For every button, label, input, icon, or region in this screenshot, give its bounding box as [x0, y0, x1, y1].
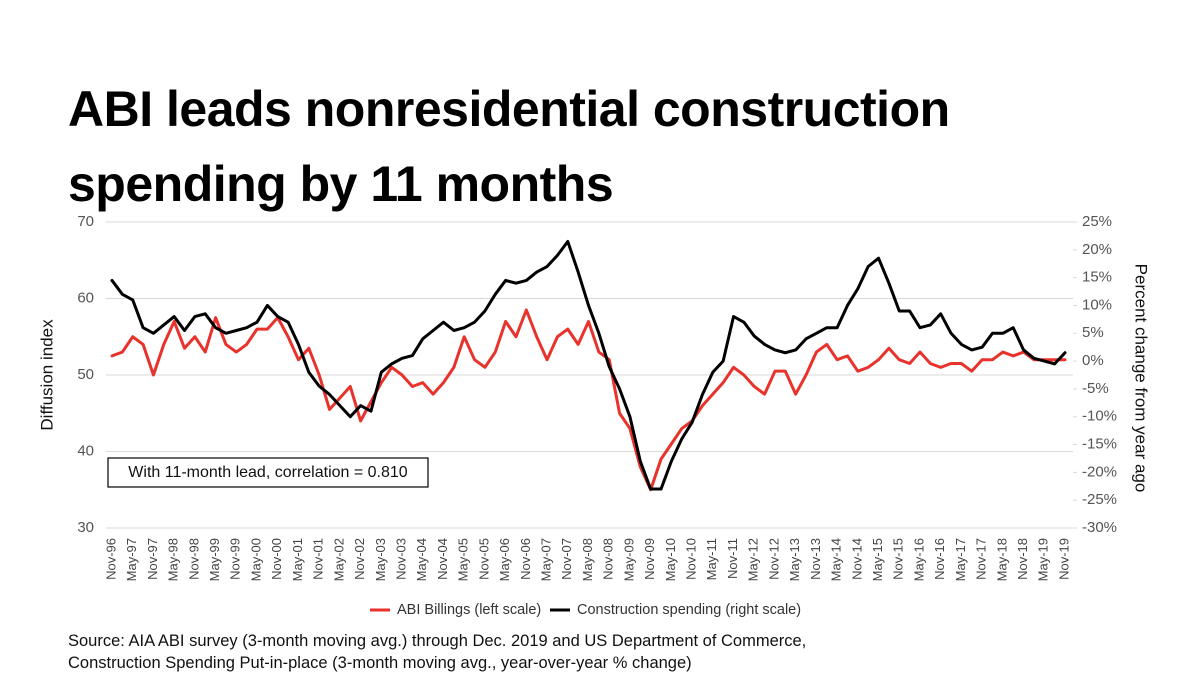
x-tick-label: May-18 [994, 538, 1009, 581]
y-tick-label: 60 [77, 289, 94, 306]
x-tick-label: Nov-96 [103, 538, 118, 580]
data-line [110, 239, 1067, 491]
y2-tick-label: -25% [1082, 491, 1117, 508]
y2-axis-label: Percent change from year ago [1132, 264, 1151, 493]
x-tick-label: Nov-13 [808, 538, 823, 580]
x-tick-label: Nov-06 [518, 538, 533, 580]
y2-tick-label: 25% [1082, 213, 1112, 230]
source-line: Source: AIA ABI survey (3-month moving a… [68, 632, 807, 650]
x-tick-label: May-14 [829, 538, 844, 581]
x-tick-label: Nov-12 [766, 538, 781, 580]
x-tick-label: May-16 [911, 538, 926, 581]
y2-tick-label: 5% [1082, 324, 1104, 341]
y-tick-label: 30 [77, 519, 94, 536]
x-tick-label: Nov-03 [393, 538, 408, 580]
source-line: Construction Spending Put-in-place (3-mo… [68, 654, 692, 672]
y-tick-label: 70 [77, 213, 94, 230]
x-tick-label: May-07 [539, 538, 554, 581]
legend-label: ABI Billings (left scale) [397, 602, 541, 618]
x-tick-label: Nov-08 [601, 538, 616, 580]
x-tick-label: Nov-10 [684, 538, 699, 580]
x-tick-label: May-12 [746, 538, 761, 581]
annotation: With 11-month lead, correlation = 0.810 [128, 464, 408, 481]
x-tick-label: Nov-16 [932, 538, 947, 580]
y2-tick-label: 20% [1082, 241, 1112, 258]
title-line: spending by 11 months [68, 156, 614, 212]
source-note: Source: AIA ABI survey (3-month moving a… [68, 630, 806, 674]
x-tick-label: May-97 [124, 538, 139, 581]
x-tick-label: Nov-07 [559, 538, 574, 580]
x-tick-label: May-00 [248, 538, 263, 581]
x-tick-label: Nov-17 [974, 538, 989, 580]
y2-tick-label: -30% [1082, 519, 1117, 536]
chart-title: ABI leads nonresidential construction sp… [68, 72, 950, 222]
x-tick-label: May-09 [621, 538, 636, 581]
y2-tick-label: 15% [1082, 269, 1112, 286]
y-tick-label: 40 [77, 442, 94, 459]
x-tick-label: Nov-02 [352, 538, 367, 580]
x-tick-label: Nov-01 [311, 538, 326, 580]
y2-tick-label: 10% [1082, 296, 1112, 313]
x-tick-label: Nov-19 [1056, 538, 1071, 580]
y2-tick-label: -20% [1082, 463, 1117, 480]
x-tick-label: May-13 [787, 538, 802, 581]
title-line: ABI leads nonresidential construction [68, 81, 950, 137]
x-tick-label: May-15 [870, 538, 885, 581]
x-tick-label: May-10 [663, 538, 678, 581]
y2-tick-label: -15% [1082, 436, 1117, 453]
x-tick-label: Nov-98 [186, 538, 201, 580]
annotation-box [107, 457, 429, 488]
y2-tick-label: -10% [1082, 408, 1117, 425]
x-tick-label: Nov-11 [725, 538, 740, 579]
x-tick-label: Nov-04 [435, 538, 450, 580]
x-tick-label: Nov-00 [269, 538, 284, 580]
x-tick-label: May-02 [331, 538, 346, 581]
x-tick-label: May-04 [414, 538, 429, 581]
x-tick-label: May-01 [290, 538, 305, 581]
data-line [110, 308, 1067, 492]
x-tick-label: May-03 [373, 538, 388, 581]
x-tick-label: Nov-97 [145, 538, 160, 580]
legend-label: Construction spending (right scale) [577, 602, 801, 618]
x-tick-label: May-19 [1036, 538, 1051, 581]
x-tick-label: Nov-05 [476, 538, 491, 580]
x-tick-label: Nov-14 [849, 538, 864, 580]
y2-tick-label: 0% [1082, 352, 1104, 369]
y2-tick-label: -5% [1082, 380, 1109, 397]
y-tick-label: 50 [77, 366, 94, 383]
y-axis-label: Diffusion index [37, 319, 56, 431]
x-tick-label: May-98 [166, 538, 181, 581]
x-tick-label: May-11 [704, 538, 719, 580]
x-tick-label: Nov-15 [891, 538, 906, 580]
x-tick-label: Nov-09 [642, 538, 657, 580]
x-tick-label: May-05 [456, 538, 471, 581]
x-tick-label: May-17 [953, 538, 968, 581]
x-tick-label: May-08 [580, 538, 595, 581]
x-tick-label: May-06 [497, 538, 512, 581]
x-tick-label: Nov-99 [228, 538, 243, 580]
x-tick-label: May-99 [207, 538, 222, 581]
x-tick-label: Nov-18 [1015, 538, 1030, 580]
